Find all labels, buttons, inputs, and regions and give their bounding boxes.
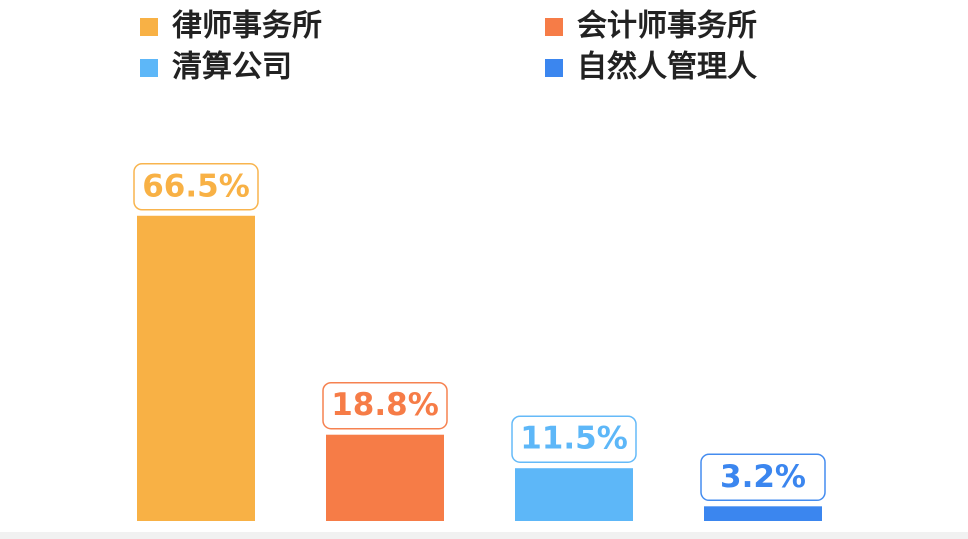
bar xyxy=(704,506,822,521)
value-label-box xyxy=(700,453,826,502)
legend-label: 自然人管理人 xyxy=(577,50,757,85)
legend-label: 律师事务所 xyxy=(172,9,322,44)
legend-swatch xyxy=(545,18,563,36)
bottom-strip xyxy=(0,532,968,539)
legend-swatch xyxy=(545,59,563,77)
value-label-box xyxy=(133,163,259,211)
value-label: 3.2% xyxy=(720,459,806,495)
value-label-box xyxy=(322,381,448,430)
legend-swatch xyxy=(140,18,158,36)
legend-swatch xyxy=(140,59,158,77)
bar xyxy=(326,434,444,521)
bar xyxy=(515,468,633,521)
value-label: 18.8% xyxy=(331,387,439,423)
legend-label: 会计师事务所 xyxy=(577,9,757,44)
value-label: 66.5% xyxy=(142,168,250,204)
value-label-box xyxy=(511,415,637,463)
legend-label: 清算公司 xyxy=(172,50,292,85)
value-label: 11.5% xyxy=(520,421,628,457)
bar xyxy=(137,215,255,521)
